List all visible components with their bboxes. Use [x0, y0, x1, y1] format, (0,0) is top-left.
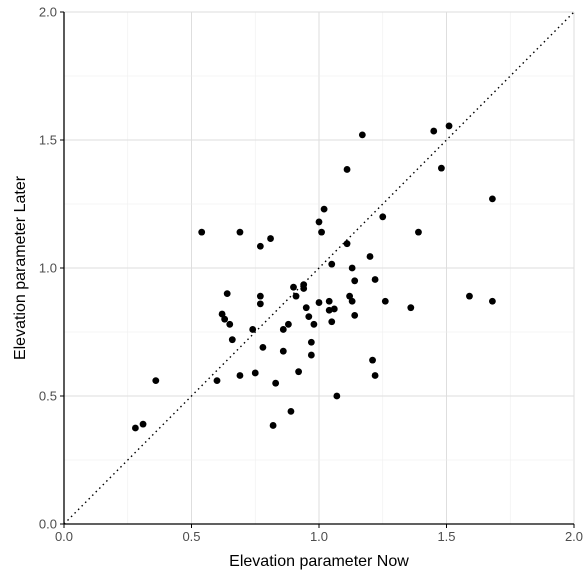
data-point — [366, 253, 374, 260]
y-axis-ticks: 0.0 0.5 1.0 1.5 2.0 — [39, 5, 64, 532]
data-point — [328, 318, 336, 326]
data-point — [369, 356, 376, 364]
y-tick-label: 0.5 — [39, 389, 57, 404]
data-point — [152, 377, 160, 385]
data-point — [223, 290, 231, 297]
data-point — [318, 228, 325, 236]
data-point — [489, 297, 496, 305]
data-point — [325, 297, 333, 305]
data-point — [218, 310, 226, 318]
data-point — [269, 422, 277, 429]
data-point — [132, 424, 139, 432]
x-axis-title: Elevation parameter Now — [229, 553, 409, 570]
identity-reference-line — [63, 11, 575, 525]
data-point — [290, 283, 297, 291]
data-point — [198, 228, 206, 236]
data-point — [333, 392, 341, 400]
data-point — [292, 292, 300, 300]
data-point — [249, 326, 257, 333]
data-point — [236, 372, 244, 379]
data-point — [328, 260, 336, 268]
data-point — [256, 300, 264, 308]
data-point — [139, 420, 147, 428]
data-point — [272, 379, 280, 387]
data-point — [285, 320, 292, 328]
x-tick-label: 1.5 — [437, 529, 455, 544]
data-point — [256, 292, 264, 300]
data-point — [415, 228, 422, 236]
data-point — [407, 304, 415, 312]
data-point — [259, 343, 267, 351]
data-point — [325, 306, 333, 314]
data-point — [466, 292, 473, 300]
data-point — [310, 320, 318, 328]
data-point — [295, 368, 302, 376]
data-point — [430, 127, 438, 135]
data-point — [358, 131, 366, 139]
data-point — [279, 347, 287, 355]
data-point — [438, 164, 445, 172]
data-point — [330, 305, 338, 313]
data-point — [267, 235, 274, 242]
data-point — [346, 292, 353, 300]
data-point — [489, 195, 496, 203]
data-point — [307, 351, 315, 359]
y-axis-title: Elevation parameter Later — [12, 175, 29, 360]
data-point — [300, 285, 308, 292]
data-point — [213, 377, 221, 385]
data-point — [445, 122, 453, 130]
y-tick-label: 1.5 — [39, 133, 57, 148]
x-tick-label: 0.5 — [182, 529, 200, 544]
data-point — [343, 166, 351, 173]
data-point — [315, 299, 323, 306]
data-point — [351, 311, 359, 319]
data-point — [236, 228, 244, 236]
x-tick-label: 1.0 — [310, 529, 328, 544]
data-point — [307, 338, 315, 346]
data-point — [251, 369, 259, 377]
data-point — [221, 315, 229, 323]
data-points — [132, 122, 496, 432]
data-point — [371, 276, 379, 283]
x-tick-label: 0.0 — [55, 529, 73, 544]
data-point — [379, 213, 387, 221]
y-tick-label: 0.0 — [39, 517, 57, 532]
x-axis-ticks: 0.0 0.5 1.0 1.5 2.0 — [55, 524, 583, 544]
data-point — [348, 264, 356, 272]
data-point — [279, 326, 287, 333]
data-point — [256, 242, 264, 250]
y-tick-label: 1.0 — [39, 261, 57, 276]
data-point — [228, 336, 236, 344]
data-point — [226, 320, 234, 328]
data-point — [302, 304, 310, 312]
data-point — [348, 297, 356, 305]
data-point — [343, 240, 351, 248]
data-point — [371, 372, 379, 379]
y-tick-label: 2.0 — [39, 5, 57, 20]
data-point — [320, 205, 328, 213]
data-point — [315, 218, 323, 226]
data-point — [287, 407, 295, 415]
x-tick-label: 2.0 — [565, 529, 583, 544]
data-point — [305, 313, 313, 321]
data-point — [381, 297, 389, 305]
data-point — [351, 277, 359, 285]
